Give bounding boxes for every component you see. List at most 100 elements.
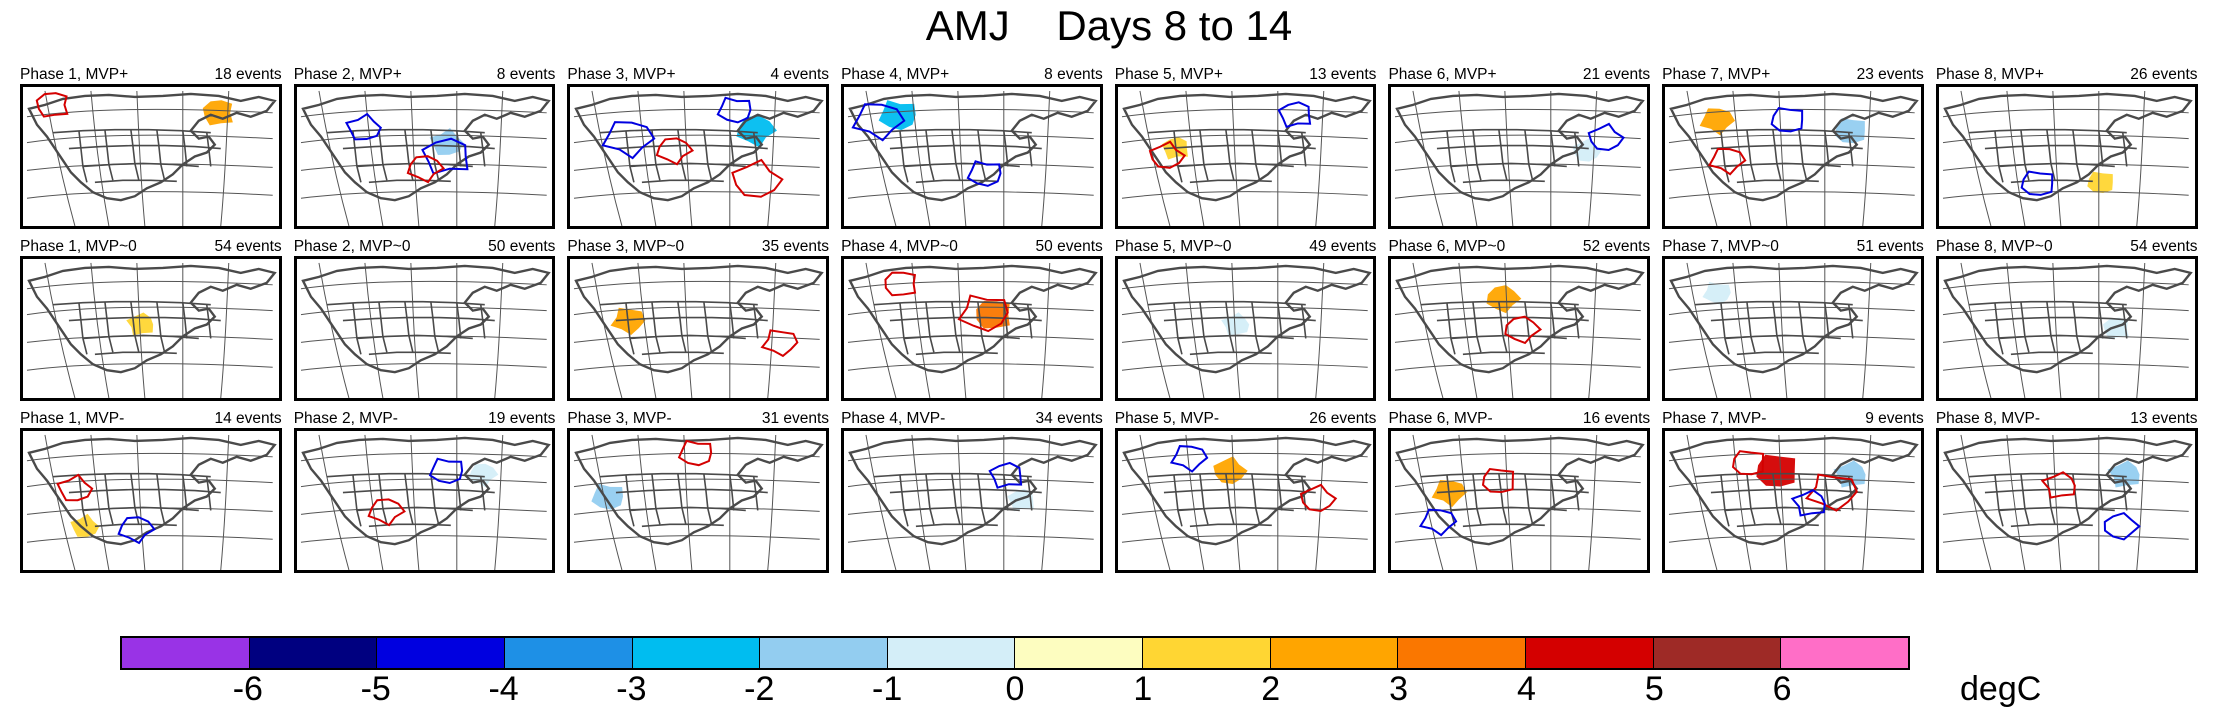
panel-row: Phase 1, MVP- 14 events Phase 2, MVP- 19 ev… — [14, 406, 2204, 578]
map-panel[interactable]: Phase 1, MVP+ 18 events — [14, 62, 288, 234]
north-america-map[interactable] — [293, 84, 556, 229]
map-panel[interactable]: Phase 6, MVP~0 52 events — [1382, 234, 1656, 406]
map-panel[interactable]: Phase 8, MVP~0 54 events — [1930, 234, 2204, 406]
coastline — [848, 264, 1098, 374]
north-america-map[interactable] — [1662, 256, 1924, 401]
positive-contour — [884, 271, 917, 297]
north-america-map[interactable] — [20, 428, 282, 573]
positive-contour — [656, 137, 695, 166]
map-panel[interactable]: Phase 3, MVP~0 35 events — [561, 234, 835, 406]
north-america-map[interactable] — [1935, 256, 2198, 401]
map-panel[interactable]: Phase 2, MVP+ 8 events — [288, 62, 562, 234]
anomaly-shading — [1702, 281, 1731, 305]
map-panel[interactable]: Phase 8, MVP+ 26 events — [1930, 62, 2204, 234]
north-america-map[interactable] — [567, 428, 830, 573]
panel-event-count: 23 events — [1856, 66, 1924, 83]
positive-contour — [1732, 450, 1765, 476]
state-borders — [1695, 300, 1863, 356]
map-panel[interactable]: Phase 7, MVP+ 23 events — [1656, 62, 1930, 234]
map-panel[interactable]: Phase 6, MVP- 16 events — [1382, 406, 1656, 578]
graticule — [1395, 262, 1642, 398]
map-panel[interactable]: Phase 7, MVP- 9 events — [1656, 406, 1930, 578]
map-panel[interactable]: Phase 1, MVP- 14 events — [14, 406, 288, 578]
colorbar-tick: -2 — [744, 670, 775, 708]
negative-contour — [2103, 511, 2141, 541]
graticule — [1121, 262, 1368, 398]
north-america-map[interactable] — [1114, 256, 1377, 401]
north-america-map[interactable] — [1388, 84, 1651, 229]
north-america-map[interactable] — [1935, 84, 2198, 229]
panel-event-count: 4 events — [770, 66, 830, 83]
positive-contour — [406, 155, 445, 184]
negative-contour — [1419, 508, 1458, 537]
north-america-map[interactable] — [1662, 428, 1924, 573]
panel-header: Phase 8, MVP+ 26 events — [1930, 62, 2204, 84]
negative-contour — [716, 96, 752, 124]
north-america-map[interactable] — [841, 256, 1103, 401]
colorbar-tick: 1 — [1133, 670, 1153, 708]
north-america-map[interactable] — [841, 428, 1103, 573]
panel-phase-label: Phase 5, MVP+ — [1114, 66, 1223, 83]
panel-phase-label: Phase 7, MVP- — [1662, 410, 1767, 427]
north-america-map[interactable] — [293, 428, 556, 573]
map-panel[interactable]: Phase 5, MVP+ 13 events — [1109, 62, 1383, 234]
panel-event-count: 54 events — [214, 238, 282, 255]
map-panel[interactable]: Phase 4, MVP~0 50 events — [835, 234, 1109, 406]
colorbar-segment — [1143, 638, 1271, 668]
positive-contour — [1805, 473, 1859, 512]
anomaly-shading — [70, 513, 100, 537]
panel-phase-label: Phase 2, MVP- — [293, 410, 398, 427]
north-america-map[interactable] — [1388, 428, 1651, 573]
panel-header: Phase 5, MVP+ 13 events — [1109, 62, 1383, 84]
panel-header: Phase 2, MVP- 19 events — [288, 406, 562, 428]
panel-phase-label: Phase 1, MVP- — [20, 410, 125, 427]
colorbar-tick: 5 — [1644, 670, 1664, 708]
panel-header: Phase 4, MVP- 34 events — [835, 406, 1109, 428]
north-america-map[interactable] — [1935, 428, 2198, 573]
coastline — [848, 436, 1098, 546]
panel-phase-label: Phase 3, MVP- — [567, 410, 672, 427]
map-panel[interactable]: Phase 1, MVP~0 54 events — [14, 234, 288, 406]
coastline — [1395, 92, 1646, 202]
north-america-map[interactable] — [567, 84, 830, 229]
anomaly-shading — [2107, 460, 2140, 488]
panel-header: Phase 8, MVP- 13 events — [1930, 406, 2204, 428]
colorbar-tick: -6 — [232, 670, 263, 708]
anomaly-shading — [2102, 317, 2129, 340]
north-america-map[interactable] — [1114, 428, 1377, 573]
map-panel[interactable]: Phase 2, MVP- 19 events — [288, 406, 562, 578]
panel-row: Phase 1, MVP+ 18 events Phase 2, MVP+ 8 eve… — [14, 62, 2204, 234]
map-panel[interactable]: Phase 7, MVP~0 51 events — [1656, 234, 1930, 406]
positive-contour — [2040, 471, 2076, 499]
coastline — [1122, 436, 1372, 546]
negative-contour — [1277, 101, 1311, 129]
panel-phase-label: Phase 7, MVP~0 — [1662, 238, 1779, 255]
map-panel[interactable]: Phase 2, MVP~0 50 events — [288, 234, 562, 406]
graticule — [1121, 434, 1368, 570]
panel-phase-label: Phase 6, MVP- — [1388, 410, 1493, 427]
map-panel[interactable]: Phase 3, MVP- 31 events — [561, 406, 835, 578]
negative-contour — [2020, 170, 2053, 196]
north-america-map[interactable] — [841, 84, 1103, 229]
north-america-map[interactable] — [1114, 84, 1377, 229]
north-america-map[interactable] — [1662, 84, 1924, 229]
north-america-map[interactable] — [1388, 256, 1651, 401]
positive-contour — [56, 473, 94, 502]
map-panel[interactable]: Phase 5, MVP- 26 events — [1109, 406, 1383, 578]
north-america-map[interactable] — [293, 256, 556, 401]
negative-contour — [988, 461, 1023, 489]
map-panel[interactable]: Phase 5, MVP~0 49 events — [1109, 234, 1383, 406]
map-panel[interactable]: Phase 4, MVP- 34 events — [835, 406, 1109, 578]
north-america-map[interactable] — [20, 256, 282, 401]
state-borders — [1147, 472, 1316, 528]
map-panel[interactable]: Phase 3, MVP+ 4 events — [561, 62, 835, 234]
north-america-map[interactable] — [20, 84, 282, 229]
map-panel[interactable]: Phase 4, MVP+ 8 events — [835, 62, 1109, 234]
map-panel[interactable]: Phase 6, MVP+ 21 events — [1382, 62, 1656, 234]
colorbar — [120, 636, 1910, 670]
graticule — [26, 434, 273, 570]
north-america-map[interactable] — [567, 256, 830, 401]
panel-header: Phase 2, MVP~0 50 events — [288, 234, 562, 256]
map-panel[interactable]: Phase 8, MVP- 13 events — [1930, 406, 2204, 578]
panel-event-count: 26 events — [1309, 410, 1377, 427]
